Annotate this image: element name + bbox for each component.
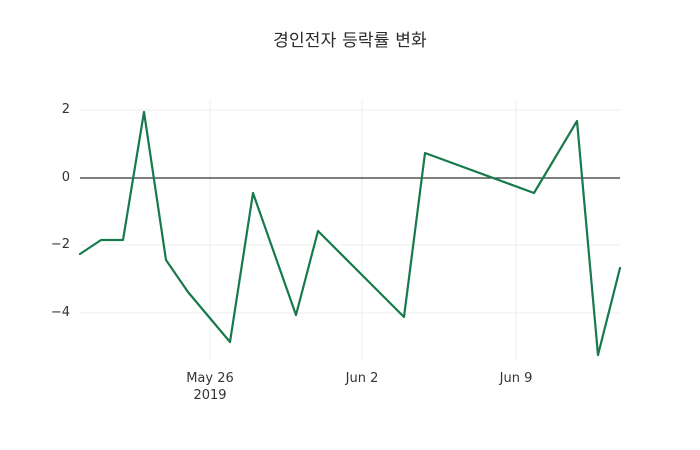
xtick-label-jun-9-line1: Jun 9 — [499, 371, 533, 386]
xtick-label-may-26: May 26 2019 — [150, 370, 270, 404]
xtick-label-jun-9: Jun 9 — [456, 370, 576, 387]
chart-title: 경인전자 등락률 변화 — [273, 31, 427, 51]
ytick-label-minus-4: −4 — [50, 305, 70, 320]
ytick-label-2: 2 — [61, 102, 70, 117]
ytick-label-0: 0 — [61, 170, 70, 185]
xtick-label-may-26-line2: 2019 — [193, 388, 227, 403]
horizontal-gridlines — [80, 109, 620, 314]
data-line-series-0 — [78, 110, 622, 357]
xtick-label-may-26-line1: May 26 — [186, 371, 234, 386]
ytick-label-minus-2: −2 — [50, 237, 70, 252]
xtick-label-jun-2-line1: Jun 2 — [345, 371, 379, 386]
xtick-label-jun-2: Jun 2 — [302, 370, 422, 387]
vertical-gridlines — [209, 100, 517, 360]
